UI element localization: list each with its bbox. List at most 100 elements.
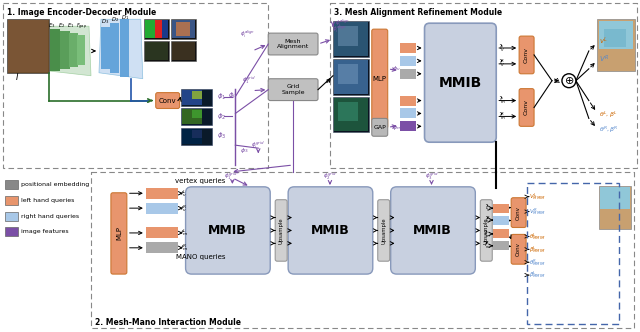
Bar — [399, 69, 415, 79]
Bar — [338, 102, 358, 122]
Bar — [191, 91, 202, 99]
Text: Conv: Conv — [516, 242, 521, 256]
Text: $\hat{f}_m^L$: $\hat{f}_m^L$ — [499, 95, 507, 106]
Text: $\phi_2$: $\phi_2$ — [218, 111, 227, 122]
Bar — [338, 64, 358, 84]
Text: $\phi_3$: $\phi_3$ — [241, 146, 249, 155]
Bar — [144, 41, 169, 61]
Text: $\phi_1$: $\phi_1$ — [218, 92, 227, 102]
Text: Upsample: Upsample — [381, 217, 386, 244]
Bar — [8, 20, 48, 72]
Bar — [180, 128, 212, 145]
Bar — [493, 241, 509, 250]
Bar — [101, 27, 110, 69]
Text: $\hat{f}_V^L$: $\hat{f}_V^L$ — [484, 203, 492, 214]
Text: MMIB: MMIB — [310, 224, 349, 237]
FancyBboxPatch shape — [288, 187, 372, 274]
Bar — [172, 42, 195, 60]
Bar — [110, 23, 119, 73]
Bar — [191, 130, 202, 138]
Text: $\hat{f}_m^R$: $\hat{f}_m^R$ — [484, 240, 492, 251]
Bar — [333, 59, 369, 95]
Text: GAP: GAP — [373, 125, 386, 130]
Text: $v^L$: $v^L$ — [599, 36, 607, 47]
Text: $\phi_i^{align}$: $\phi_i^{align}$ — [335, 18, 350, 29]
Circle shape — [562, 74, 576, 88]
Text: $V^R$: $V^R$ — [599, 53, 609, 64]
Bar — [338, 26, 358, 46]
Bar — [120, 19, 129, 77]
Text: MLP: MLP — [372, 76, 387, 82]
Bar — [172, 20, 195, 38]
FancyBboxPatch shape — [372, 29, 388, 128]
Text: $\phi_1^{grid}$: $\phi_1^{grid}$ — [223, 170, 237, 182]
Polygon shape — [47, 26, 91, 76]
Bar — [599, 186, 630, 229]
Bar — [182, 90, 202, 105]
FancyBboxPatch shape — [186, 187, 270, 274]
Bar — [171, 41, 196, 61]
Text: $\theta^R, \beta^R$: $\theta^R, \beta^R$ — [599, 125, 618, 135]
Bar — [191, 111, 202, 119]
FancyBboxPatch shape — [511, 234, 526, 264]
Bar — [527, 183, 619, 324]
FancyBboxPatch shape — [111, 193, 127, 274]
Text: MANO queries: MANO queries — [176, 254, 225, 260]
Bar — [145, 42, 168, 60]
Text: Conv: Conv — [524, 100, 529, 116]
Text: $V^L_{MMIM}$: $V^L_{MMIM}$ — [529, 191, 546, 202]
Text: MMIB: MMIB — [208, 224, 247, 237]
FancyBboxPatch shape — [519, 36, 534, 74]
Text: $f_v^L$: $f_v^L$ — [180, 188, 186, 199]
Bar — [600, 187, 630, 208]
FancyBboxPatch shape — [390, 187, 476, 274]
Text: image features: image features — [21, 229, 69, 234]
Bar — [493, 204, 509, 212]
Bar — [146, 242, 178, 253]
Bar — [182, 129, 202, 144]
Text: $\hat{f}_V^R$: $\hat{f}_V^R$ — [484, 214, 492, 226]
Bar — [599, 21, 632, 49]
FancyBboxPatch shape — [480, 200, 492, 261]
Bar — [5, 211, 19, 220]
Bar — [5, 227, 19, 236]
Text: Upsample: Upsample — [278, 217, 284, 244]
Bar — [333, 97, 369, 132]
Bar — [334, 98, 368, 131]
Text: $E_1$: $E_1$ — [67, 21, 75, 30]
Text: $f_v^R$: $f_v^R$ — [180, 203, 187, 213]
Text: $E_2$: $E_2$ — [58, 21, 66, 30]
Text: $\phi_i^{align}$: $\phi_i^{align}$ — [332, 24, 347, 35]
Bar — [145, 20, 155, 38]
Text: $f_m^L$: $f_m^L$ — [180, 227, 188, 238]
Polygon shape — [99, 19, 143, 79]
Bar — [144, 19, 169, 39]
Bar — [596, 19, 635, 71]
Text: $\phi_2^{grid}$: $\phi_2^{grid}$ — [323, 170, 337, 182]
Text: $\beta^L_{MMIM}$: $\beta^L_{MMIM}$ — [529, 244, 546, 255]
Bar — [50, 29, 60, 71]
Text: $\phi_m$: $\phi_m$ — [392, 123, 402, 132]
Bar — [333, 21, 369, 57]
Bar — [171, 19, 196, 39]
Text: $\phi_1^{grid}$: $\phi_1^{grid}$ — [242, 75, 255, 86]
Bar — [162, 20, 168, 38]
Text: vertex queries: vertex queries — [175, 178, 226, 184]
Text: $\beta^L_{MMIM}$: $\beta^L_{MMIM}$ — [529, 270, 546, 281]
Bar — [175, 22, 189, 36]
FancyBboxPatch shape — [268, 79, 318, 101]
Text: $\phi_i$: $\phi_i$ — [228, 91, 236, 101]
Text: MMIB: MMIB — [413, 224, 452, 237]
Text: $V^R_{MMIM}$: $V^R_{MMIM}$ — [529, 206, 546, 217]
Bar — [60, 31, 70, 69]
Text: 3. Mesh Alignment Refinement Module: 3. Mesh Alignment Refinement Module — [334, 8, 502, 17]
FancyBboxPatch shape — [519, 89, 534, 126]
Bar — [146, 203, 178, 213]
Bar — [69, 33, 78, 67]
FancyBboxPatch shape — [424, 23, 496, 142]
Bar — [77, 35, 85, 65]
Text: $\theta^L_{MMIM}$: $\theta^L_{MMIM}$ — [529, 231, 545, 242]
Text: $F_{gap}$: $F_{gap}$ — [76, 22, 86, 32]
Text: Conv: Conv — [159, 98, 177, 104]
Bar — [155, 20, 162, 38]
